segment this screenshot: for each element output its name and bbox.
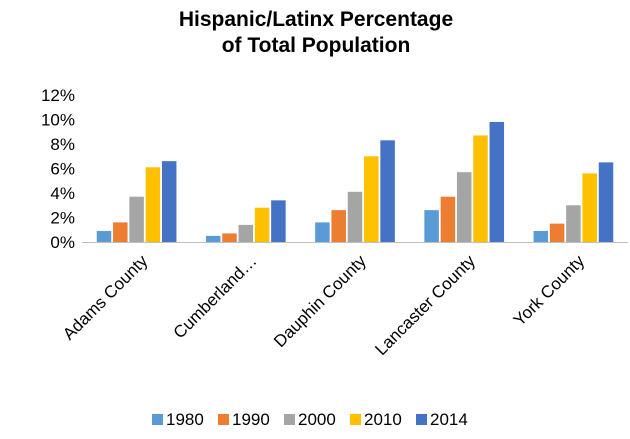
bar-2014-3 <box>489 121 505 242</box>
y-tick-label: 0% <box>50 233 75 252</box>
bar-2014-1 <box>271 200 286 242</box>
legend-label: 2014 <box>430 410 468 429</box>
bar-2010-1 <box>254 207 270 242</box>
chart-title-line-1: Hispanic/Latinx Percentage <box>179 8 453 31</box>
bar-2010-2 <box>364 156 379 242</box>
legend-label: 2000 <box>298 410 336 429</box>
bar-2000-3 <box>456 172 472 242</box>
bar-1990-2 <box>331 210 346 242</box>
legend-swatch-2000 <box>284 414 295 425</box>
bar-2000-1 <box>238 224 254 242</box>
bars-group <box>96 121 614 243</box>
legend-label: 1990 <box>232 410 270 429</box>
bar-2000-4 <box>566 205 581 242</box>
x-category-label: Adams County <box>59 251 152 344</box>
legend-label: 1980 <box>166 410 204 429</box>
x-category-label: Lancaster County <box>371 251 479 359</box>
y-tick-label: 2% <box>50 209 75 228</box>
y-tick-label: 8% <box>50 135 75 154</box>
bar-2014-0 <box>161 161 177 242</box>
legend-swatch-1990 <box>218 414 229 425</box>
bar-2000-0 <box>129 196 144 242</box>
bar-2000-2 <box>347 191 363 242</box>
bar-1980-2 <box>315 222 330 242</box>
bar-1990-3 <box>440 196 456 242</box>
bar-2010-0 <box>145 167 161 242</box>
bar-1980-1 <box>205 235 221 243</box>
x-category-label: York County <box>510 251 589 330</box>
legend-swatch-2014 <box>416 414 427 425</box>
category-labels: Adams County Cumberland… Dauphin County Lan… <box>59 251 588 359</box>
bar-2014-2 <box>380 140 395 242</box>
legend-swatch-1980 <box>152 414 163 425</box>
bar-1990-1 <box>222 233 237 242</box>
x-category-label: Dauphin County <box>270 251 370 351</box>
y-tick-label: 10% <box>41 111 75 130</box>
legend-swatch-2010 <box>350 414 361 425</box>
bar-1990-4 <box>549 223 565 243</box>
y-tick-label: 12% <box>41 86 75 105</box>
bar-2014-4 <box>598 162 614 243</box>
legend: 1980 1990 2000 2010 2014 <box>152 410 468 429</box>
bar-1990-0 <box>113 222 128 242</box>
bar-1980-3 <box>424 210 439 242</box>
y-axis-ticks: 0% 2% 4% 6% 8% 10% 12% <box>41 86 75 252</box>
y-tick-label: 6% <box>50 160 75 179</box>
legend-label: 2010 <box>364 410 402 429</box>
bar-2010-3 <box>473 135 488 242</box>
y-tick-label: 4% <box>50 184 75 203</box>
bar-2010-4 <box>582 173 597 242</box>
x-category-label: Cumberland… <box>170 251 261 342</box>
bar-1980-0 <box>96 230 112 242</box>
chart-title-line-2: of Total Population <box>222 34 411 57</box>
bar-1980-4 <box>533 230 549 242</box>
